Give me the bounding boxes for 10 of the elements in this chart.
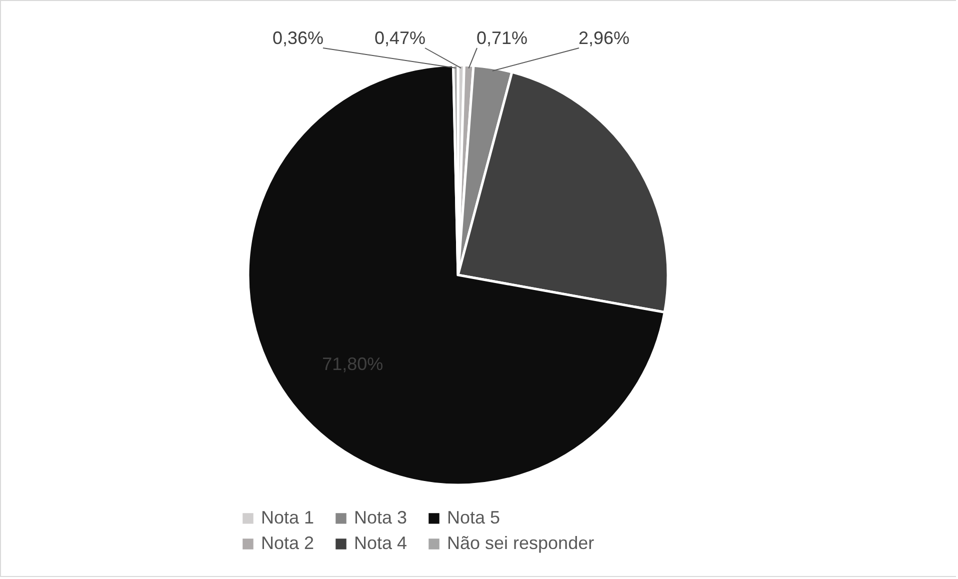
legend-label: Nota 1 <box>261 507 314 528</box>
legend-label: Nota 3 <box>354 507 408 528</box>
data-label: 2,96% <box>578 28 630 48</box>
data-label: 0,36% <box>272 28 324 48</box>
legend-label: Nota 2 <box>261 533 314 553</box>
legend-label: Nota 4 <box>354 533 408 553</box>
legend-label: Nota 5 <box>447 507 500 528</box>
legend-label: Não sei responder <box>447 533 594 553</box>
data-label: 0,47% <box>374 28 426 48</box>
data-label: 0,71% <box>476 28 528 48</box>
